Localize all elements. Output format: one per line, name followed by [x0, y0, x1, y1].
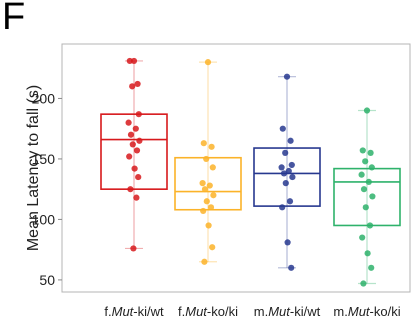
- data-point: [136, 137, 143, 144]
- data-point: [286, 198, 294, 205]
- data-point: [362, 204, 369, 211]
- data-point: [279, 125, 286, 132]
- data-point: [127, 131, 135, 138]
- data-point: [133, 147, 141, 154]
- data-point: [365, 178, 372, 186]
- data-point: [132, 125, 139, 132]
- data-point: [200, 207, 207, 215]
- x-category-label: m.Mut-ko/ki: [333, 304, 400, 319]
- data-point: [208, 143, 215, 150]
- data-point: [133, 194, 140, 201]
- data-point: [135, 111, 142, 118]
- y-tick-label: 150: [32, 151, 56, 167]
- data-point: [282, 180, 289, 187]
- x-category-label: f.Mut-ki/wt: [104, 304, 164, 319]
- panel-label: F: [2, 0, 26, 38]
- data-point: [363, 107, 371, 114]
- data-point: [369, 193, 376, 200]
- data-point: [362, 158, 369, 165]
- data-point: [131, 165, 138, 172]
- box-group: [333, 107, 401, 287]
- data-point: [283, 73, 291, 80]
- data-point: [201, 186, 209, 193]
- x-category-label: m.Mut-ki/wt: [254, 304, 321, 319]
- data-point: [288, 161, 295, 169]
- box-series: [100, 57, 401, 287]
- data-point: [206, 182, 213, 189]
- data-point: [210, 192, 217, 199]
- data-point: [364, 250, 371, 257]
- y-tick-label: 50: [39, 272, 55, 288]
- data-point: [287, 137, 294, 144]
- data-point: [282, 149, 289, 156]
- data-point: [358, 171, 365, 178]
- data-point: [368, 164, 375, 171]
- data-point: [205, 222, 212, 229]
- data-point: [288, 264, 295, 271]
- data-point: [289, 173, 296, 181]
- data-point: [278, 164, 285, 171]
- data-point: [284, 239, 291, 246]
- data-point: [203, 155, 210, 163]
- box: [100, 113, 168, 190]
- data-point: [201, 258, 208, 265]
- data-point: [368, 264, 375, 271]
- data-point: [125, 119, 132, 126]
- box: [253, 147, 321, 207]
- data-point: [134, 80, 141, 88]
- box-group: [253, 73, 321, 271]
- x-category-label: f.Mut-ko/ki: [178, 304, 238, 319]
- data-point: [126, 57, 133, 65]
- data-point: [366, 222, 374, 229]
- y-tick-label: 100: [32, 211, 56, 227]
- data-point: [200, 140, 207, 147]
- data-point: [204, 59, 212, 66]
- data-point: [130, 245, 137, 252]
- data-point: [285, 167, 292, 175]
- data-point: [126, 153, 133, 160]
- data-point: [135, 173, 142, 181]
- data-point: [279, 204, 286, 211]
- data-point: [359, 234, 366, 241]
- plot-frame: [61, 43, 411, 293]
- data-point: [360, 186, 368, 193]
- y-axis: 50 100 150 200: [32, 90, 62, 288]
- data-point: [127, 186, 134, 193]
- box-group: [100, 57, 168, 252]
- data-point: [359, 147, 366, 154]
- data-point: [207, 204, 215, 211]
- data-point: [129, 83, 136, 90]
- data-point: [367, 149, 374, 156]
- y-axis-title: Mean Latency to fall (s): [25, 85, 42, 251]
- data-point: [203, 198, 210, 205]
- data-point: [360, 280, 367, 287]
- data-point: [129, 141, 136, 148]
- data-point: [280, 170, 288, 177]
- data-point: [209, 164, 216, 171]
- box: [333, 167, 401, 227]
- y-tick-label: 200: [32, 90, 56, 106]
- data-point: [199, 180, 206, 187]
- x-axis: f.Mut-ki/wt f.Mut-ko/ki m.Mut-ki/wt m.Mut-k…: [104, 304, 400, 319]
- data-point: [209, 244, 216, 251]
- box-group: [174, 59, 242, 265]
